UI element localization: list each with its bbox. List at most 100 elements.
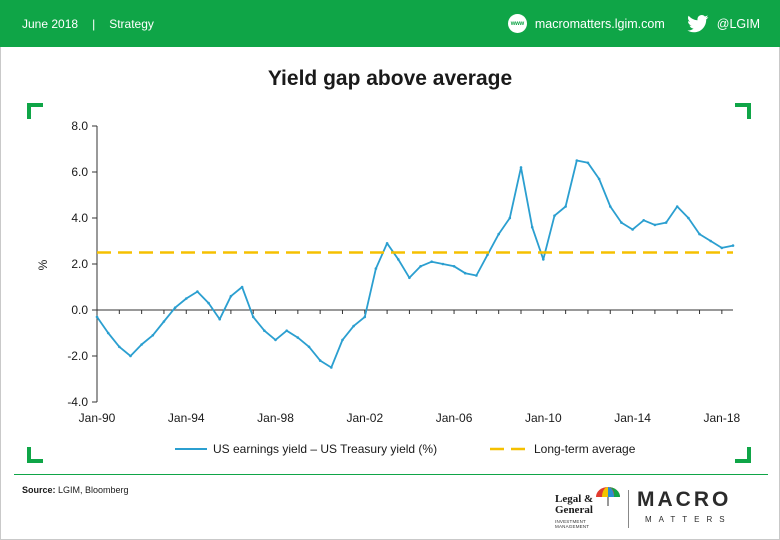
y-tick-label: 2.0 [71, 257, 88, 271]
yield-gap-point [508, 216, 512, 220]
yield-gap-point [374, 267, 378, 270]
yield-gap-point [229, 294, 233, 298]
yield-gap-point [642, 219, 645, 222]
header-separator: | [92, 17, 96, 31]
umbrella-icon [596, 486, 620, 506]
yield-gap-point [363, 315, 367, 319]
legend-label-yield-gap: US earnings yield – US Treasury yield (%… [213, 442, 437, 456]
header-meta: June 2018 | Strategy [22, 17, 154, 31]
yield-gap-point [575, 159, 579, 162]
yield-gap-series-line [96, 159, 734, 369]
y-tick-label: 0.0 [71, 303, 88, 317]
yield-gap-point [207, 301, 210, 305]
yield-gap-point [408, 276, 411, 280]
yield-gap-point [352, 324, 355, 328]
yield-gap-point [251, 315, 255, 319]
website-link[interactable]: macromatters.lgim.com [534, 16, 665, 31]
x-tick-label: Jan-90 [79, 411, 116, 425]
yield-gap-point [106, 331, 110, 335]
yield-gap-point [218, 317, 221, 321]
chart-title: Yield gap above average [267, 67, 513, 90]
y-tick-label: -4.0 [67, 395, 88, 409]
yield-gap-point [162, 320, 166, 323]
header-links: www macromatters.lgim.com @LGIM [507, 14, 760, 33]
yield-gap-point [274, 338, 277, 342]
x-tick-label: Jan-02 [346, 411, 383, 425]
source-text: LGIM, Bloomberg [55, 485, 129, 495]
corner-bracket-bottom-left [27, 447, 43, 463]
yield-gap-point [553, 214, 556, 217]
logo-divider [628, 490, 629, 528]
yield-gap-point [296, 336, 300, 339]
yield-gap-point [609, 205, 612, 208]
yield-gap-point [620, 221, 623, 224]
macro-wordmark: MACRO [637, 488, 732, 511]
yield-gap-point [698, 232, 701, 236]
corner-bracket-bottom-right [735, 447, 751, 463]
yield-gap-point [564, 205, 567, 208]
yield-gap-point [687, 216, 690, 220]
yield-gap-point [486, 253, 489, 257]
twitter-handle[interactable]: @LGIM [716, 16, 760, 31]
y-tick-label: 8.0 [71, 119, 88, 133]
yield-gap-point [330, 366, 333, 369]
yield-gap-point [731, 244, 735, 247]
yield-gap-point [709, 239, 712, 243]
header-section: Strategy [109, 17, 154, 31]
x-tick-label: Jan-94 [168, 411, 205, 425]
series-lines [95, 159, 735, 369]
source-label: Source: [22, 485, 56, 495]
y-tick-label: 6.0 [71, 165, 88, 179]
yield-gap-point [631, 228, 634, 231]
lg-name-line2: General [555, 504, 593, 516]
yield-gap-point [173, 306, 177, 310]
yield-gap-point [397, 258, 400, 261]
x-tick-label: Jan-10 [525, 411, 562, 425]
x-tick-label: Jan-06 [436, 411, 473, 425]
legend: US earnings yield – US Treasury yield (%… [175, 442, 636, 456]
yield-gap-point [586, 161, 590, 165]
yield-gap-point [95, 315, 99, 319]
lg-name-line1: Legal & [555, 493, 594, 505]
yield-gap-point [140, 343, 143, 346]
yield-gap-point [597, 177, 601, 181]
yield-gap-point [519, 166, 523, 169]
yield-gap-point [542, 258, 545, 261]
lg-tagline: INVESTMENT MANAGEMENT [555, 519, 590, 529]
y-axis-label: % [36, 259, 50, 270]
yield-gap-point [664, 221, 668, 224]
yield-gap-point [307, 345, 311, 349]
yield-gap-point [285, 329, 289, 333]
header-bar: June 2018 | Strategy www macromatters.lg… [0, 0, 780, 47]
yield-gap-point [341, 338, 344, 342]
matters-wordmark: MATTERS [645, 515, 732, 524]
corner-bracket-top-right [735, 103, 751, 119]
yield-gap-point [151, 334, 155, 337]
yield-gap-point [497, 232, 501, 236]
yield-gap-point [463, 271, 467, 275]
yield-gap-point [475, 274, 478, 277]
twitter-bird-icon[interactable] [686, 14, 709, 33]
yield-gap-point [185, 297, 188, 300]
yield-gap-point [441, 262, 445, 266]
yield-gap-point [118, 345, 121, 349]
yield-gap-point [430, 260, 434, 264]
yield-gap-point [675, 205, 679, 208]
y-tick-label: -2.0 [67, 349, 88, 363]
www-icon: www [507, 14, 527, 33]
yield-gap-point [530, 225, 534, 229]
yield-gap-point [263, 329, 266, 333]
header-date: June 2018 [22, 17, 79, 31]
corner-bracket-top-left [27, 103, 43, 119]
yield-gap-point [240, 285, 244, 289]
lg-name: Legal & General [555, 494, 593, 516]
legal-general-logo: Legal & General INVESTMENT MANAGEMENT [555, 486, 621, 530]
source-divider [14, 474, 768, 475]
yield-gap-point [318, 359, 322, 362]
legend-label-long-term-average: Long-term average [534, 442, 636, 456]
yield-gap-point [196, 290, 199, 293]
x-tick-label: Jan-14 [614, 411, 651, 425]
yield-gap-point [129, 354, 132, 358]
y-axis: 8.0 6.0 4.0 2.0 0.0 -2.0 -4.0 [67, 119, 98, 409]
